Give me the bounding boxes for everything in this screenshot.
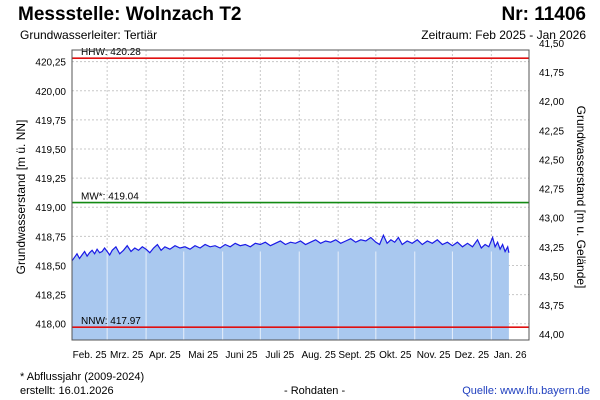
raw-data-note: - Rohdaten - — [284, 385, 346, 397]
y2-tick-label: 43,25 — [539, 243, 564, 254]
y-tick-label: 420,25 — [35, 58, 66, 69]
x-tick-label: Jan. 26 — [494, 350, 527, 361]
x-tick-label: Juni 25 — [225, 350, 258, 361]
y2-tick-label: 41,50 — [539, 39, 564, 50]
source-link[interactable]: www.lfu.bayern.de — [500, 385, 590, 397]
area-layer — [71, 233, 510, 340]
plot-frame — [71, 49, 530, 341]
y-tick-label: 419,25 — [35, 174, 66, 185]
reference-lines-layer: HHW: 420.28 MW*: 419.04 NNW: 417.97 — [72, 47, 529, 328]
y-tick-label: 418,00 — [35, 320, 66, 331]
y-tick-label: 419,00 — [35, 203, 66, 214]
x-tick-label: Juli 25 — [265, 350, 294, 361]
y-tick-label: 418,25 — [35, 291, 66, 302]
series-area — [72, 235, 509, 340]
source-credit: Quelle: www.lfu.bayern.de — [462, 385, 590, 397]
aquifer-label: Grundwasserleiter: Tertiär — [20, 28, 158, 42]
y-tick-label: 419,75 — [35, 116, 66, 127]
y2-tick-label: 43,50 — [539, 272, 564, 283]
plot-border — [71, 49, 530, 341]
station-title: Messstelle: Wolnzach T2 — [18, 4, 242, 25]
y2-tick-label: 42,25 — [539, 126, 564, 137]
source-label: Quelle: — [462, 385, 501, 397]
x-tick-label: Mai 25 — [188, 350, 218, 361]
x-tick-label: Feb. 25 — [73, 350, 107, 361]
y2-tick-label: 42,00 — [539, 97, 564, 108]
reference-label: HHW: 420.28 — [81, 47, 141, 58]
created-date: erstellt: 16.01.2026 — [20, 385, 114, 397]
y-tick-label: 418,75 — [35, 232, 66, 243]
series-line — [71, 233, 510, 262]
x-tick-label: Aug. 25 — [301, 350, 336, 361]
x-tick-label: Dez. 25 — [455, 350, 490, 361]
footnote-mean: * Abflussjahr (2009-2024) — [20, 371, 145, 383]
y2-tick-label: 43,00 — [539, 214, 564, 225]
y-tick-label: 420,00 — [35, 87, 66, 98]
x-tick-label: Nov. 25 — [417, 350, 451, 361]
x-tick-label: Sept. 25 — [338, 350, 376, 361]
y2-tick-label: 42,50 — [539, 155, 564, 166]
y2-tick-label: 43,75 — [539, 301, 564, 312]
x-tick-label: Okt. 25 — [379, 350, 412, 361]
y2-tick-label: 44,00 — [539, 330, 564, 341]
y2-tick-label: 42,75 — [539, 185, 564, 196]
x-tick-label: Mrz. 25 — [110, 350, 144, 361]
y2-tick-label: 41,75 — [539, 68, 564, 79]
reference-label: NNW: 417.97 — [81, 316, 141, 327]
axis-layer: 418,00 418,25 418,50 418,75 419,00 419,25 419,… — [35, 39, 564, 361]
x-tick-label: Apr. 25 — [149, 350, 181, 361]
station-number: Nr: 11406 — [501, 4, 586, 25]
y-axis-label-right: Grundwasserstand [m u. Gelände] — [574, 106, 588, 289]
y-tick-label: 419,50 — [35, 145, 66, 156]
y-axis-label-left: Grundwasserstand [m ü. NN] — [14, 120, 28, 275]
period-label: Zeitraum: Feb 2025 - Jan 2026 — [421, 28, 586, 42]
reference-label: MW*: 419.04 — [81, 192, 139, 203]
y-tick-label: 418,50 — [35, 261, 66, 272]
